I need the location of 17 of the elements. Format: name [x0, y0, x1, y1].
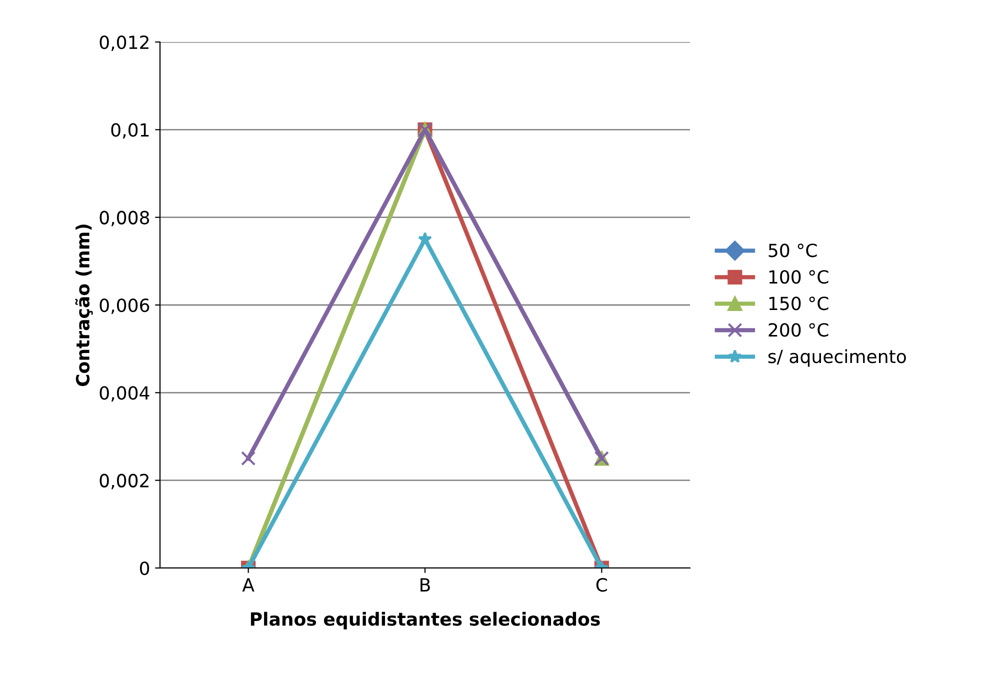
- y-axis-title: Contração (mm): [75, 224, 93, 386]
- x-axis-title: Planos equidistantes selecionados: [250, 612, 600, 630]
- x-tick-label: A: [242, 578, 254, 592]
- legend-label: 100 °C: [769, 270, 828, 284]
- y-tick-label: 0,004: [100, 386, 150, 402]
- y-tick-label: 0,008: [100, 210, 150, 226]
- legend-label: 50 °C: [768, 244, 817, 258]
- y-tick-label: 0,006: [100, 298, 150, 314]
- y-tick-label: 0,002: [100, 474, 148, 490]
- y-tick-label: 0: [140, 561, 150, 576]
- y-tick-label: 0,01: [111, 123, 149, 139]
- legend-label: s/ aquecimento: [768, 349, 906, 367]
- legend-label: 200 °C: [768, 323, 828, 337]
- x-tick-label: C: [596, 578, 607, 592]
- x-tick-label: B: [420, 578, 430, 592]
- y-tick-label: 0,012: [100, 35, 148, 51]
- legend-label: 150 °C: [769, 296, 828, 310]
